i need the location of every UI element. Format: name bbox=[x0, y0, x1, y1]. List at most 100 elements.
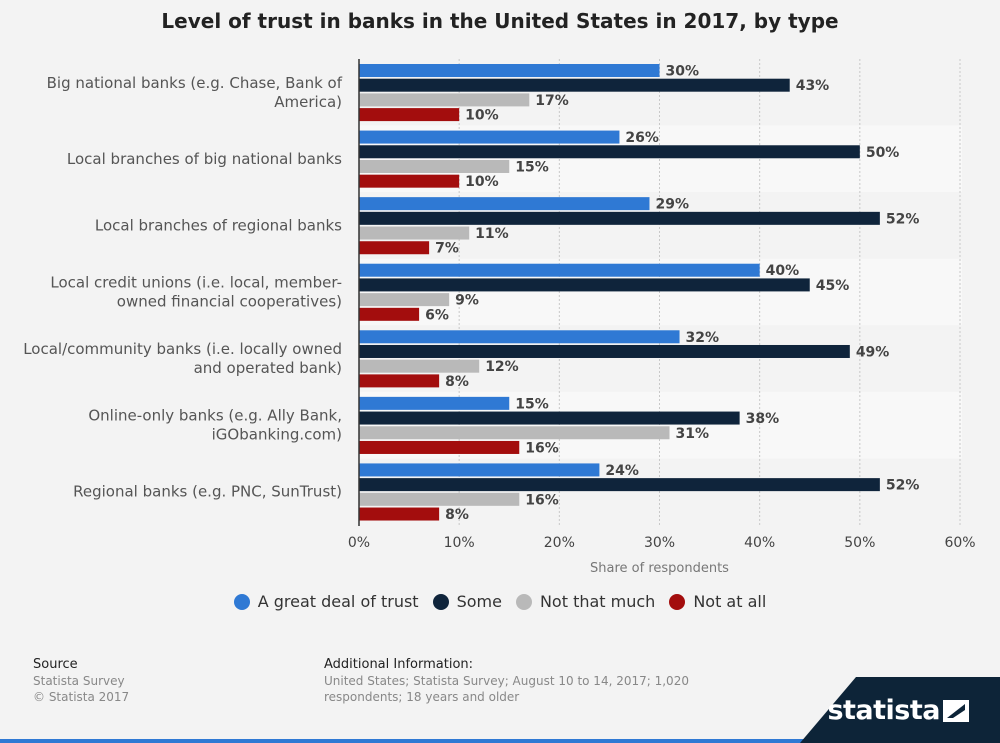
x-tick-label: 10% bbox=[444, 535, 475, 551]
x-tick-label: 50% bbox=[844, 535, 875, 551]
bar bbox=[359, 440, 520, 454]
category-label: Local branches of regional banks bbox=[95, 216, 342, 234]
bar bbox=[359, 396, 510, 410]
category-label: Local/community banks (i.e. locally owne… bbox=[23, 340, 342, 358]
data-label: 29% bbox=[655, 197, 689, 213]
data-label: 24% bbox=[605, 463, 639, 479]
bar bbox=[359, 463, 600, 477]
category-label: Local branches of big national banks bbox=[67, 150, 342, 168]
bar bbox=[359, 64, 660, 77]
bar bbox=[359, 426, 670, 440]
x-axis-title: Share of respondents bbox=[590, 561, 729, 576]
bar bbox=[359, 359, 480, 373]
data-label: 17% bbox=[535, 93, 569, 109]
bottom-accent-line bbox=[0, 739, 820, 743]
data-label: 12% bbox=[485, 359, 519, 375]
x-tick-label: 60% bbox=[944, 535, 975, 551]
category-label: iGObanking.com) bbox=[212, 426, 342, 444]
additional-info-block: Additional Information: United States; S… bbox=[324, 657, 714, 705]
legend: A great deal of trust Some Not that much No… bbox=[0, 592, 1000, 611]
data-label: 9% bbox=[455, 293, 479, 309]
category-label: Local credit unions (i.e. local, member- bbox=[50, 274, 342, 292]
data-label: 45% bbox=[816, 278, 850, 294]
category-label: America) bbox=[274, 93, 342, 111]
legend-label: Not at all bbox=[693, 592, 767, 611]
data-label: 30% bbox=[666, 64, 700, 80]
bar-chart: 30% 43% 17% 10% Big national banks (e.g. Cha… bbox=[23, 59, 976, 576]
legend-item[interactable]: A great deal of trust bbox=[233, 592, 419, 611]
data-label: 43% bbox=[796, 78, 830, 94]
data-label: 16% bbox=[525, 492, 559, 508]
x-tick-label: 30% bbox=[644, 535, 675, 551]
statista-logo[interactable]: statista bbox=[827, 695, 940, 726]
data-label: 11% bbox=[475, 226, 509, 242]
chart-title: Level of trust in banks in the United St… bbox=[161, 9, 839, 33]
category-label: Big national banks (e.g. Chase, Bank of bbox=[47, 74, 343, 92]
data-label: 10% bbox=[465, 174, 499, 190]
data-label: 8% bbox=[445, 374, 469, 390]
data-label: 15% bbox=[515, 396, 549, 412]
bar bbox=[359, 197, 650, 211]
bar bbox=[359, 174, 460, 188]
additional-info-heading: Additional Information: bbox=[324, 657, 474, 672]
bar bbox=[359, 478, 880, 492]
bar bbox=[359, 93, 530, 107]
bar bbox=[359, 330, 680, 344]
legend-label: A great deal of trust bbox=[257, 592, 419, 611]
data-label: 10% bbox=[465, 108, 499, 124]
legend-label: Some bbox=[456, 592, 502, 611]
legend-label: Not that much bbox=[539, 592, 656, 611]
source-line-1[interactable]: Statista Survey bbox=[33, 674, 125, 688]
source-heading: Source bbox=[33, 657, 78, 672]
bar bbox=[359, 507, 440, 521]
data-label: 26% bbox=[625, 130, 659, 146]
data-label: 6% bbox=[425, 307, 449, 323]
bar bbox=[359, 108, 460, 122]
additional-info-text: United States; Statista Survey; August 1… bbox=[324, 674, 689, 704]
legend-marker-icon bbox=[669, 593, 686, 610]
data-label: 40% bbox=[766, 263, 800, 279]
bar bbox=[359, 307, 420, 321]
category-label: owned financial cooperatives) bbox=[117, 293, 342, 311]
bar bbox=[359, 411, 740, 425]
x-tick-label: 40% bbox=[744, 535, 775, 551]
statista-logo-mark-icon bbox=[943, 700, 969, 722]
data-label: 49% bbox=[856, 344, 890, 360]
source-block: Source Statista Survey © Statista 2017 bbox=[33, 657, 129, 705]
data-label: 52% bbox=[886, 478, 920, 494]
bar bbox=[359, 211, 880, 225]
data-label: 15% bbox=[515, 159, 549, 175]
bar bbox=[359, 344, 850, 358]
x-tick-label: 20% bbox=[544, 535, 575, 551]
category-label: and operated bank) bbox=[194, 359, 342, 377]
bar bbox=[359, 226, 470, 240]
bar bbox=[359, 263, 760, 277]
category-label: Regional banks (e.g. PNC, SunTrust) bbox=[73, 483, 342, 501]
bar bbox=[359, 159, 510, 173]
data-label: 7% bbox=[435, 241, 459, 257]
data-label: 52% bbox=[886, 211, 920, 227]
legend-item[interactable]: Some bbox=[432, 592, 502, 611]
data-label: 32% bbox=[686, 330, 720, 346]
category-label: Online-only banks (e.g. Ally Bank, bbox=[88, 407, 342, 425]
legend-marker-icon bbox=[233, 593, 250, 610]
bar bbox=[359, 374, 440, 388]
legend-item[interactable]: Not that much bbox=[515, 592, 656, 611]
bar bbox=[359, 241, 430, 255]
data-label: 50% bbox=[866, 145, 900, 161]
bar bbox=[359, 278, 810, 292]
data-label: 31% bbox=[676, 426, 710, 442]
bar bbox=[359, 145, 860, 159]
bar bbox=[359, 78, 790, 92]
bar bbox=[359, 293, 450, 307]
legend-marker-icon bbox=[515, 593, 532, 610]
bar bbox=[359, 130, 620, 144]
data-label: 8% bbox=[445, 507, 469, 523]
data-label: 38% bbox=[746, 411, 780, 427]
x-tick-label: 0% bbox=[348, 535, 370, 551]
bar bbox=[359, 492, 520, 506]
source-line-2: © Statista 2017 bbox=[33, 690, 130, 704]
data-label: 16% bbox=[525, 440, 559, 456]
legend-marker-icon bbox=[432, 593, 449, 610]
legend-item[interactable]: Not at all bbox=[669, 592, 766, 611]
